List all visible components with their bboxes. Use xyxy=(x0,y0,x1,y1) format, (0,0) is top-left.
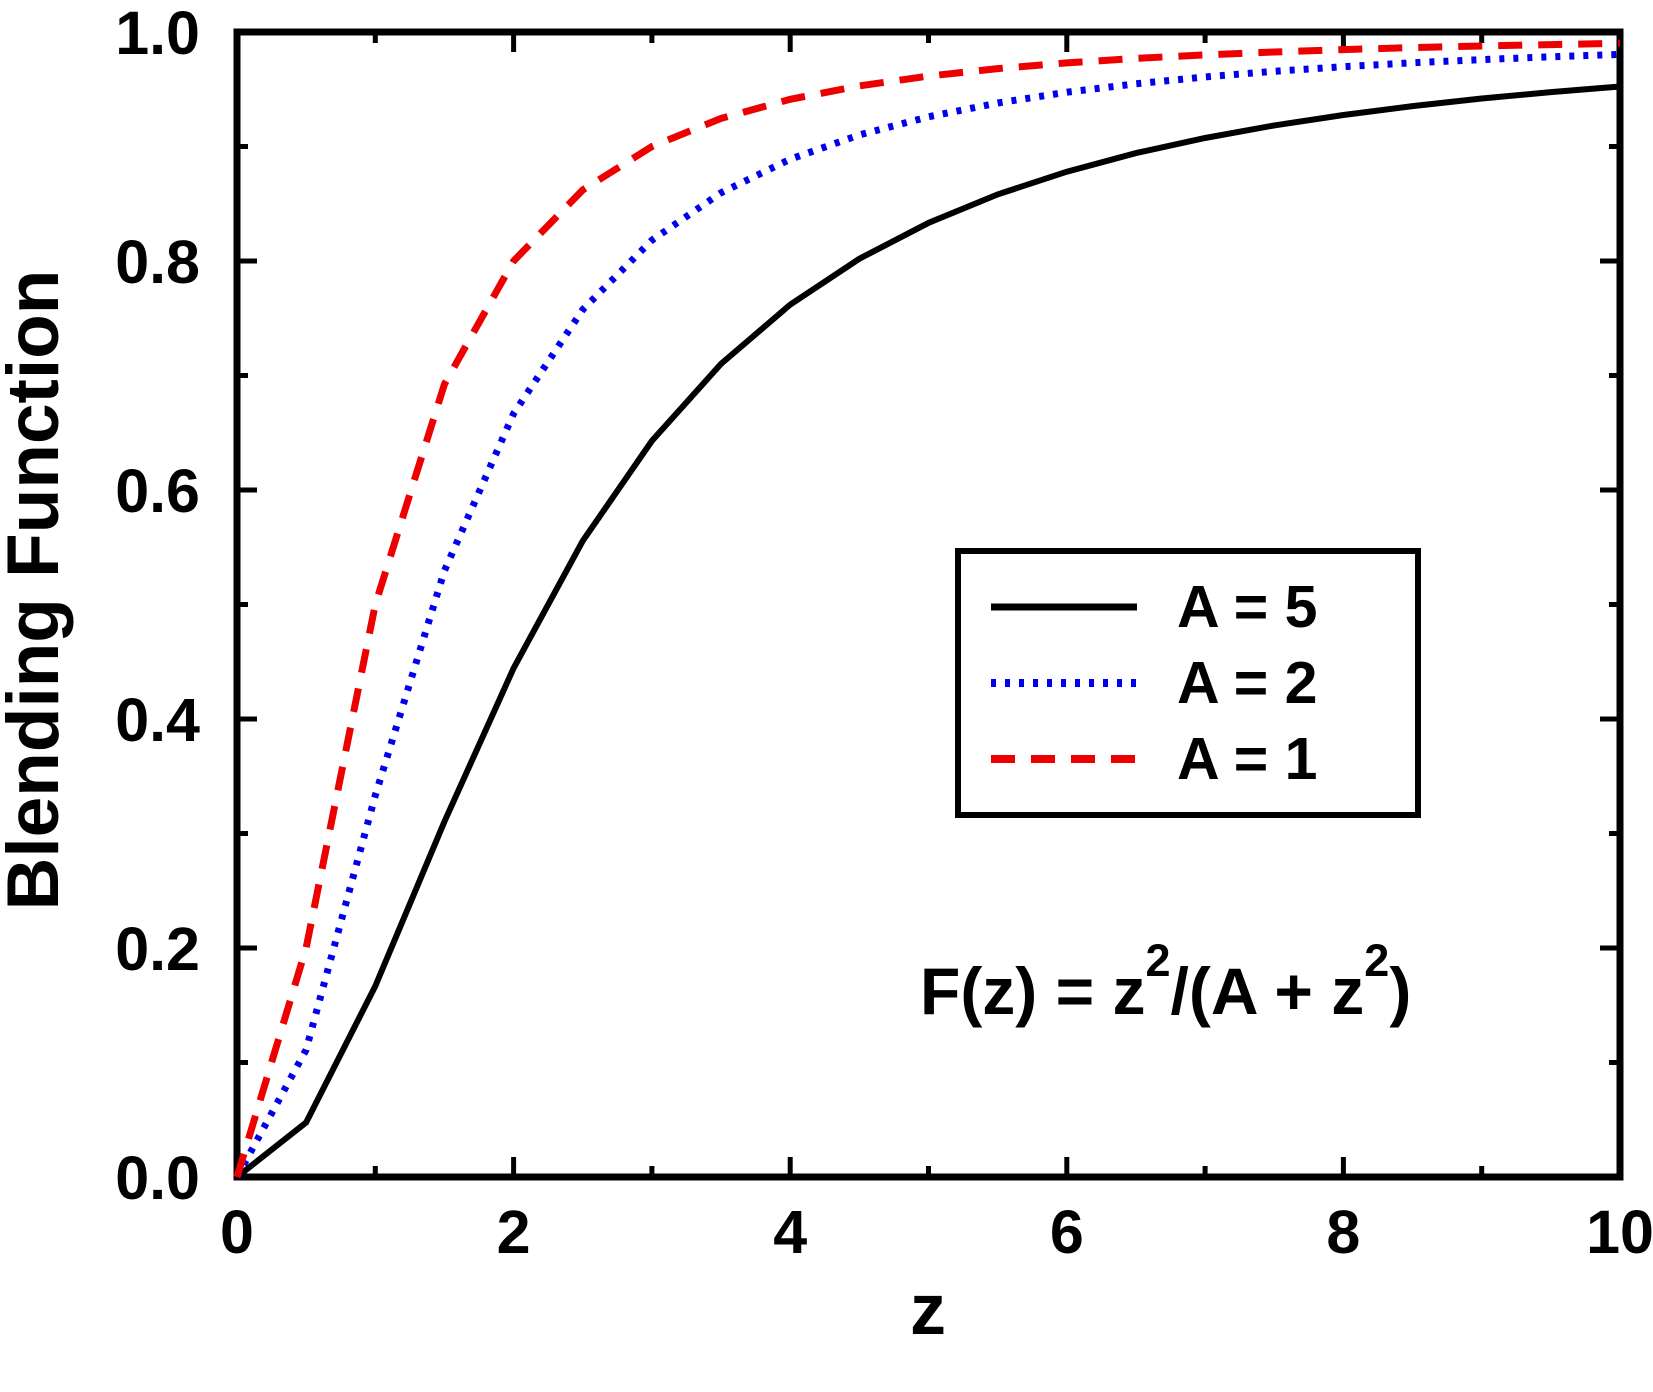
x-tick-label-6: 6 xyxy=(1050,1198,1084,1266)
legend-item-a1: A = 1 xyxy=(961,721,1415,797)
curve-a=5 xyxy=(235,83,1621,1180)
y-tick-label-0.2: 0.2 xyxy=(115,915,200,983)
legend-line-dotted-icon xyxy=(991,679,1137,687)
y-axis-label: Blending Function xyxy=(0,270,74,911)
x-axis-label: z xyxy=(910,1270,946,1350)
legend-line-solid-icon xyxy=(991,603,1137,611)
x-tick-label-10: 10 xyxy=(1586,1198,1653,1266)
curve-a=1 xyxy=(233,39,1621,1179)
legend-label-a1: A = 1 xyxy=(1177,726,1318,792)
legend-item-a2: A = 2 xyxy=(961,645,1415,721)
y-tick-label-0.0: 0.0 xyxy=(115,1144,200,1212)
legend-label-a2: A = 2 xyxy=(1177,650,1318,716)
y-tick-label-0.6: 0.6 xyxy=(115,457,200,525)
legend-line-dashed-icon xyxy=(991,755,1137,763)
formula-text: /(A + z xyxy=(1170,954,1365,1028)
x-tick-label-8: 8 xyxy=(1326,1198,1360,1266)
legend-item-a5: A = 5 xyxy=(961,569,1415,645)
formula-superscript: 2 xyxy=(1145,935,1171,986)
y-tick-label-0.4: 0.4 xyxy=(115,686,200,754)
formula-text: ) xyxy=(1389,954,1412,1028)
curve-a=2 xyxy=(233,50,1621,1179)
x-tick-label-4: 4 xyxy=(773,1198,807,1266)
y-tick-label-1.0: 1.0 xyxy=(115,0,200,67)
data-curves xyxy=(233,39,1621,1180)
x-tick-label-0: 0 xyxy=(220,1198,254,1266)
legend-label-a5: A = 5 xyxy=(1177,574,1318,640)
y-tick-label-0.8: 0.8 xyxy=(115,228,200,296)
x-tick-label-2: 2 xyxy=(497,1198,531,1266)
legend-box: A = 5 A = 2 A = 1 xyxy=(955,548,1421,818)
axis-tick-labels: 0 2 4 6 8 10 0.0 0.2 0.4 0.6 0.8 1.0 xyxy=(115,0,1653,1266)
formula-superscript: 2 xyxy=(1364,935,1390,986)
formula-annotation: F(z) = z2/(A + z2) xyxy=(920,938,1411,1024)
formula-text: F(z) = z xyxy=(920,954,1146,1028)
